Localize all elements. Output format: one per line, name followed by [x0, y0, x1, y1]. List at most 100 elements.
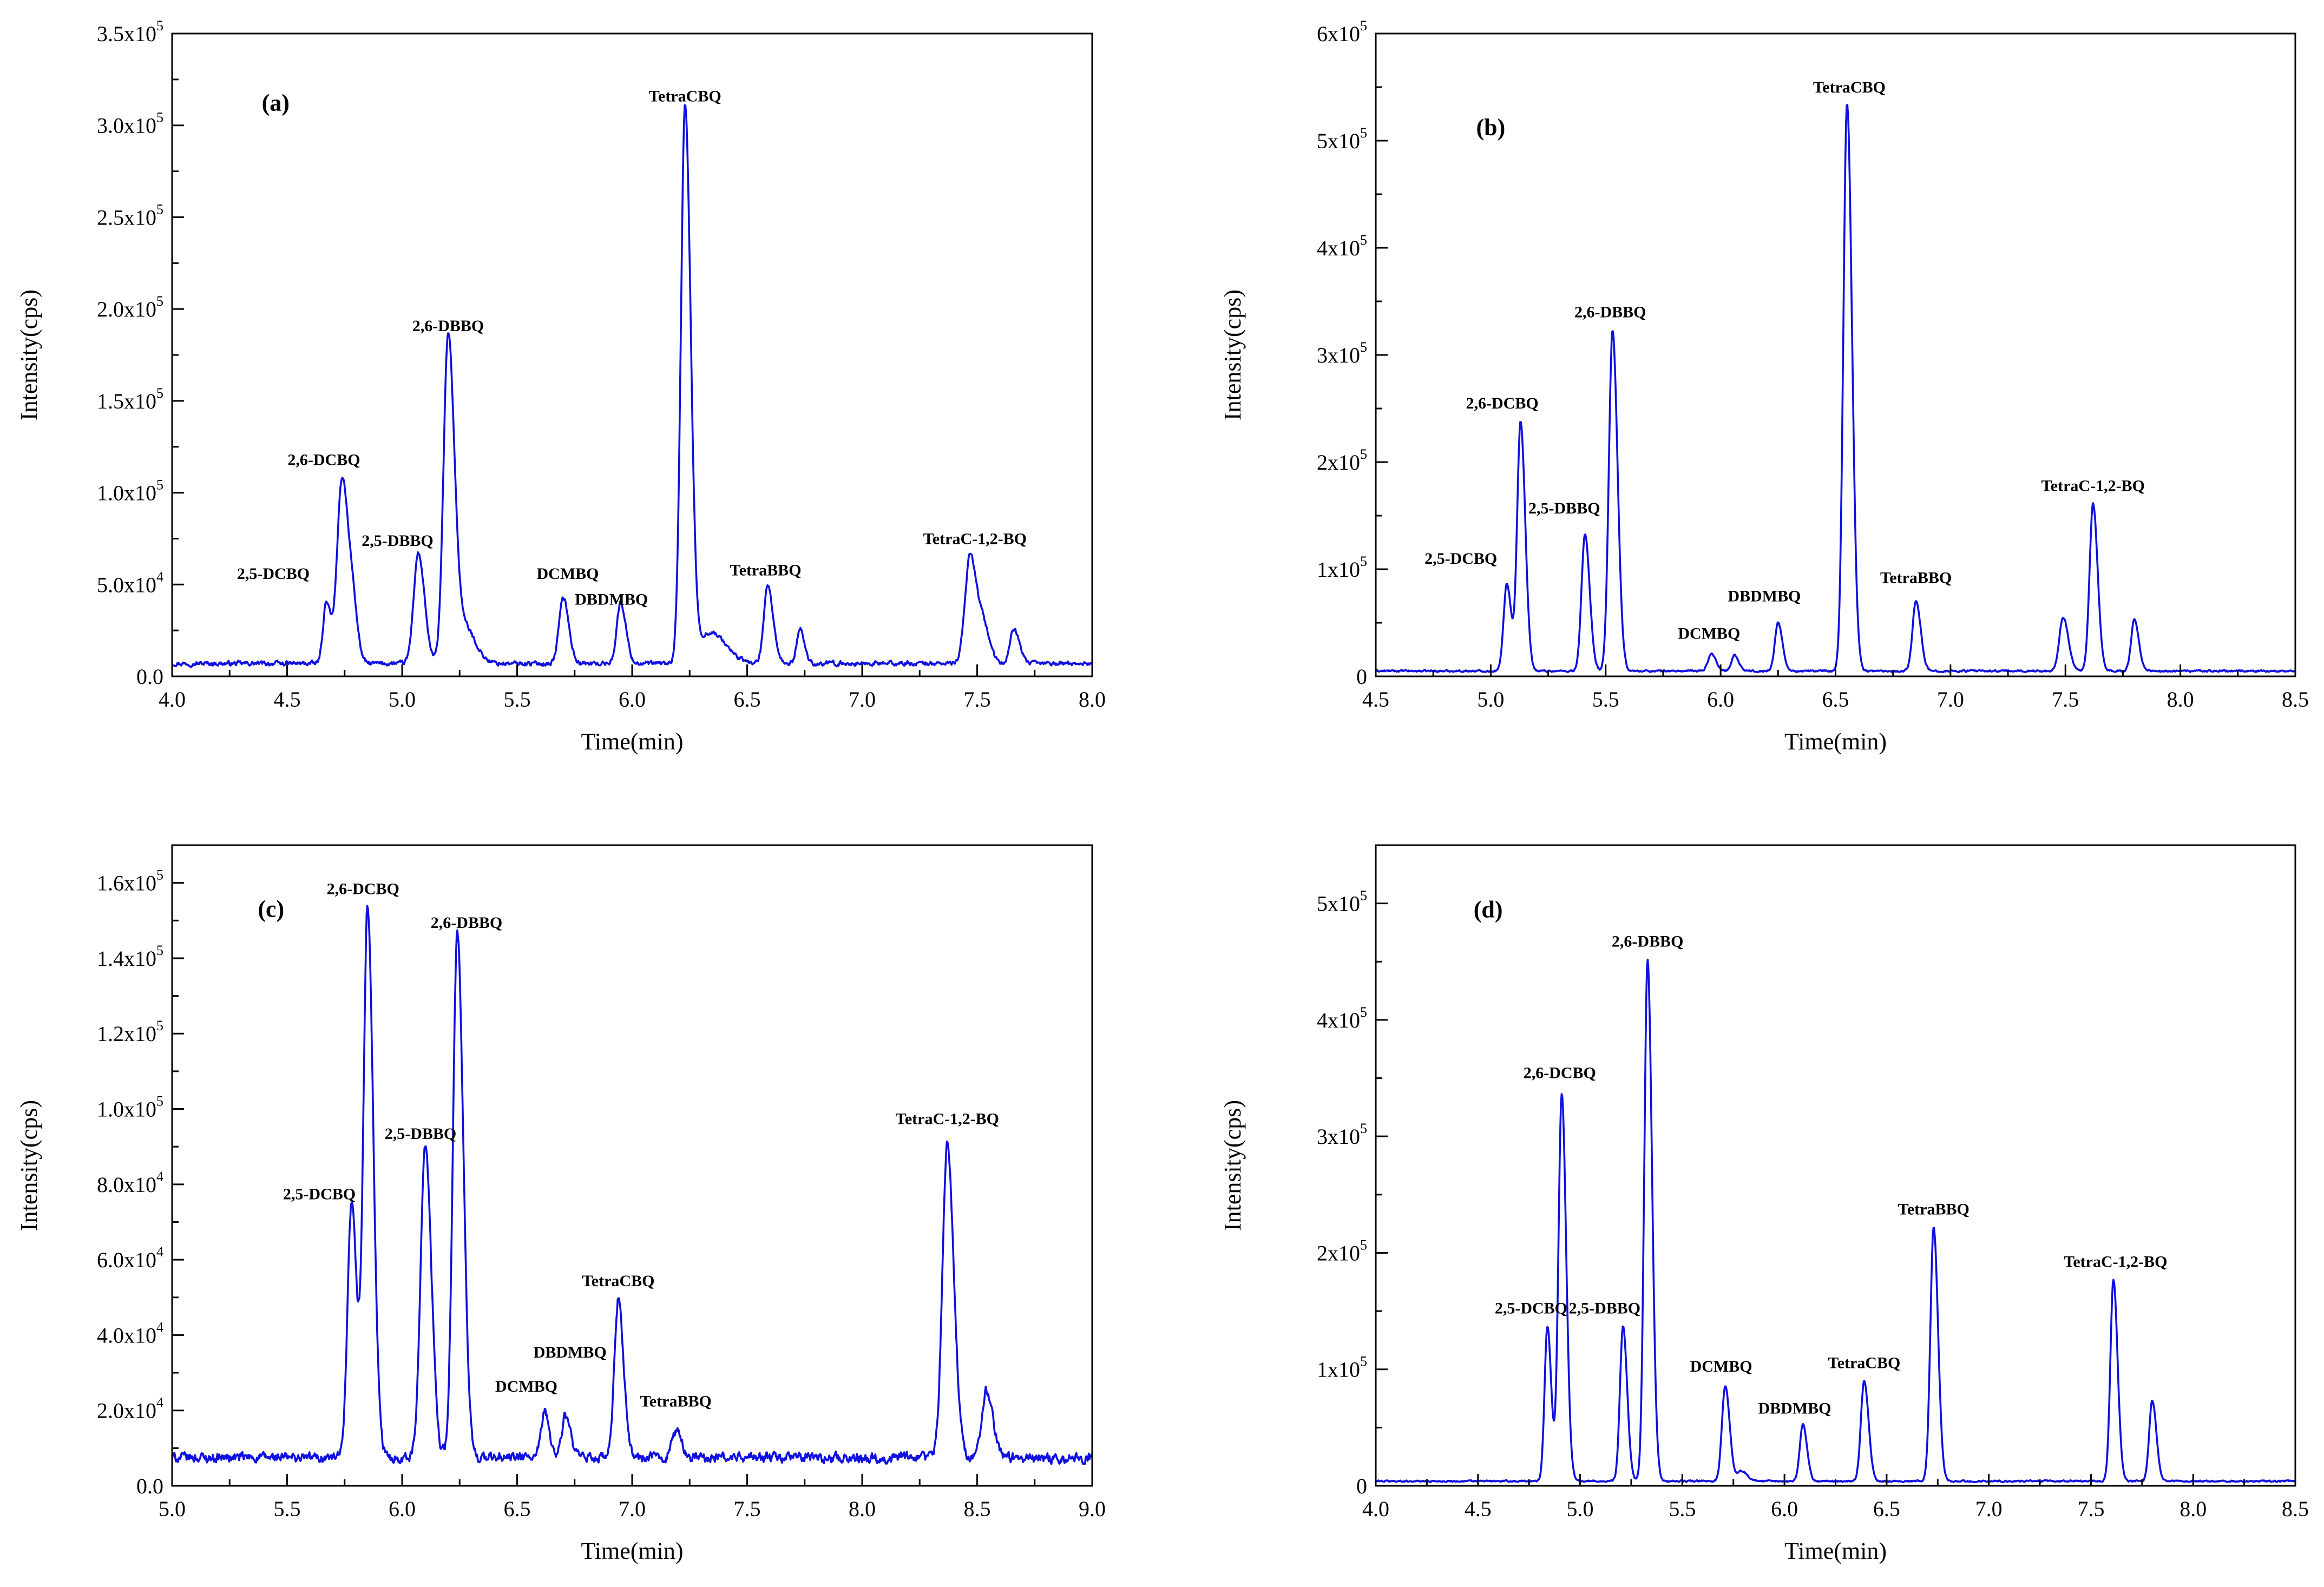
- y-tick-label: 0.0: [136, 1474, 163, 1498]
- x-tick-label: 5.0: [389, 687, 416, 712]
- y-tick-label: 6.0x104: [97, 1244, 163, 1272]
- y-tick-label: 8.0x104: [97, 1169, 163, 1197]
- peak-label: 2,5-DBBQ: [1569, 1299, 1641, 1317]
- y-tick-label: 2.0x105: [97, 293, 163, 321]
- panel-d: 4.0 4.5 5.0 5.5 6.0 6.5 7.0 7.5 8.0 8.5 0 1x105 2x10…: [1219, 844, 2309, 1564]
- peak-label: 2,6-DCBQ: [1524, 1064, 1596, 1082]
- y-tick-label: 1x105: [1317, 554, 1367, 582]
- x-tick-label: 5.5: [274, 1497, 301, 1521]
- y-tick-label: 3x105: [1317, 1121, 1367, 1149]
- x-axis-title: Time(min): [1784, 728, 1887, 755]
- peak-label: DCMBQ: [1678, 625, 1740, 643]
- x-tick-label: 8.0: [849, 1497, 876, 1521]
- y-tick-label: 1.2x105: [97, 1018, 163, 1046]
- peak-label: DBDMBQ: [534, 1344, 607, 1361]
- chromatogram-trace: [171, 905, 1093, 1465]
- panel-a: 4.0 4.5 5.0 5.5 6.0 6.5 7.0 7.5 8.0 0.0 5.0x104 1.0…: [16, 18, 1106, 755]
- plot-frame: [171, 844, 1093, 1487]
- peak-label: 2,5-DCBQ: [1424, 550, 1497, 568]
- x-tick-label: 6.0: [1771, 1497, 1798, 1521]
- y-tick-label: 4x105: [1317, 1004, 1367, 1032]
- x-tick-label: 5.0: [1567, 1497, 1594, 1521]
- panel-b: 4.5 5.0 5.5 6.0 6.5 7.0 7.5 8.0 8.5 0 1x105 2x105 3x…: [1219, 18, 2309, 755]
- peak-label: 2,5-DBBQ: [385, 1125, 457, 1143]
- x-tick-label: 8.0: [1079, 687, 1106, 712]
- y-tick-label: 5x105: [1317, 888, 1367, 916]
- y-axis-title: Intensity(cps): [1219, 1100, 1246, 1231]
- x-tick-label: 6.5: [1873, 1497, 1900, 1521]
- x-tick-label: 5.5: [1669, 1497, 1696, 1521]
- peak-label: 2,6-DBBQ: [1574, 304, 1646, 321]
- x-tick-label: 5.0: [1477, 687, 1504, 712]
- y-axis-title: Intensity(cps): [16, 1100, 42, 1231]
- panel-tag: (c): [258, 895, 284, 922]
- x-tick-label: 7.5: [964, 687, 991, 712]
- y-tick-label: 0: [1356, 1474, 1367, 1498]
- peak-label: TetraCBQ: [1828, 1354, 1900, 1372]
- y-tick-label: 2x105: [1317, 446, 1367, 475]
- chromatogram-trace: [171, 104, 1093, 668]
- peak-label: DCMBQ: [495, 1378, 557, 1395]
- peak-label: TetraC-1,2-BQ: [2041, 477, 2145, 495]
- x-tick-label: 8.0: [2167, 687, 2194, 712]
- y-tick-label: 3.0x105: [97, 110, 163, 138]
- x-tick-label: 4.0: [1362, 1497, 1389, 1521]
- y-tick-label: 5x105: [1317, 125, 1367, 153]
- x-tick-label: 4.5: [1465, 1497, 1492, 1521]
- peak-label: TetraCBQ: [1813, 78, 1886, 96]
- y-tick-label: 0: [1356, 664, 1367, 689]
- peak-label: 2,5-DCBQ: [1495, 1299, 1567, 1317]
- peak-label: TetraCBQ: [649, 88, 721, 106]
- peak-label: 2,5-DCBQ: [283, 1186, 356, 1203]
- peak-label: 2,6-DBBQ: [412, 317, 484, 335]
- x-tick-label: 4.5: [1362, 687, 1389, 712]
- peak-label: TetraBBQ: [730, 561, 801, 579]
- x-tick-label: 8.5: [2282, 687, 2309, 712]
- y-tick-label: 1x105: [1317, 1354, 1367, 1382]
- x-tick-label: 4.0: [159, 687, 186, 712]
- panel-tag: (a): [262, 90, 290, 116]
- y-axis-title: Intensity(cps): [16, 289, 42, 420]
- x-axis-title: Time(min): [581, 1538, 683, 1564]
- peak-label: 2,6-DBBQ: [431, 914, 503, 932]
- x-tick-label: 8.5: [964, 1497, 991, 1521]
- peak-label: TetraBBQ: [1898, 1200, 1970, 1218]
- y-tick-label: 1.5x105: [97, 385, 163, 413]
- y-tick-label: 2.5x105: [97, 201, 163, 229]
- x-tick-label: 6.5: [504, 1497, 531, 1521]
- x-tick-label: 4.5: [274, 687, 301, 712]
- x-tick-label: 7.5: [2077, 1497, 2104, 1521]
- x-tick-label: 6.0: [1707, 687, 1734, 712]
- x-tick-label: 5.5: [504, 687, 531, 712]
- y-tick-label: 6x105: [1317, 18, 1367, 46]
- y-tick-label: 1.0x105: [97, 1094, 163, 1122]
- x-tick-label: 7.5: [734, 1497, 761, 1521]
- peak-label: TetraCBQ: [582, 1272, 655, 1290]
- x-axis-title: Time(min): [1784, 1538, 1887, 1564]
- x-tick-label: 6.0: [619, 687, 646, 712]
- peak-label: 2,5-DBBQ: [362, 532, 434, 550]
- panel-tag: (b): [1476, 114, 1505, 141]
- x-tick-label: 6.5: [734, 687, 761, 712]
- y-tick-label: 2x105: [1317, 1237, 1367, 1265]
- panel-tag: (d): [1474, 896, 1503, 923]
- x-tick-label: 8.0: [2179, 1497, 2207, 1521]
- plot-frame: [1375, 844, 2296, 1487]
- y-tick-label: 5.0x104: [97, 569, 163, 597]
- y-tick-label: 3x105: [1317, 339, 1367, 367]
- x-tick-label: 8.5: [2282, 1497, 2309, 1521]
- x-tick-label: 7.0: [849, 687, 876, 712]
- x-tick-label: 6.0: [389, 1497, 416, 1521]
- peak-label: 2,6-DCBQ: [287, 451, 360, 469]
- peak-label: 2,6-DCBQ: [1466, 394, 1539, 412]
- panel-c: 5.0 5.5 6.0 6.5 7.0 7.5 8.0 8.5 9.0 0.0 2.0x104 4.0…: [16, 844, 1106, 1564]
- x-tick-label: 7.0: [1975, 1497, 2003, 1521]
- y-tick-label: 1.6x105: [97, 867, 163, 895]
- chromatogram-trace: [1375, 103, 2296, 674]
- x-axis-title: Time(min): [581, 728, 683, 755]
- peak-label: DBDMBQ: [1758, 1400, 1831, 1418]
- peak-label: TetraBBQ: [1880, 569, 1952, 587]
- y-tick-label: 2.0x104: [97, 1395, 163, 1423]
- y-tick-label: 3.5x105: [97, 18, 163, 46]
